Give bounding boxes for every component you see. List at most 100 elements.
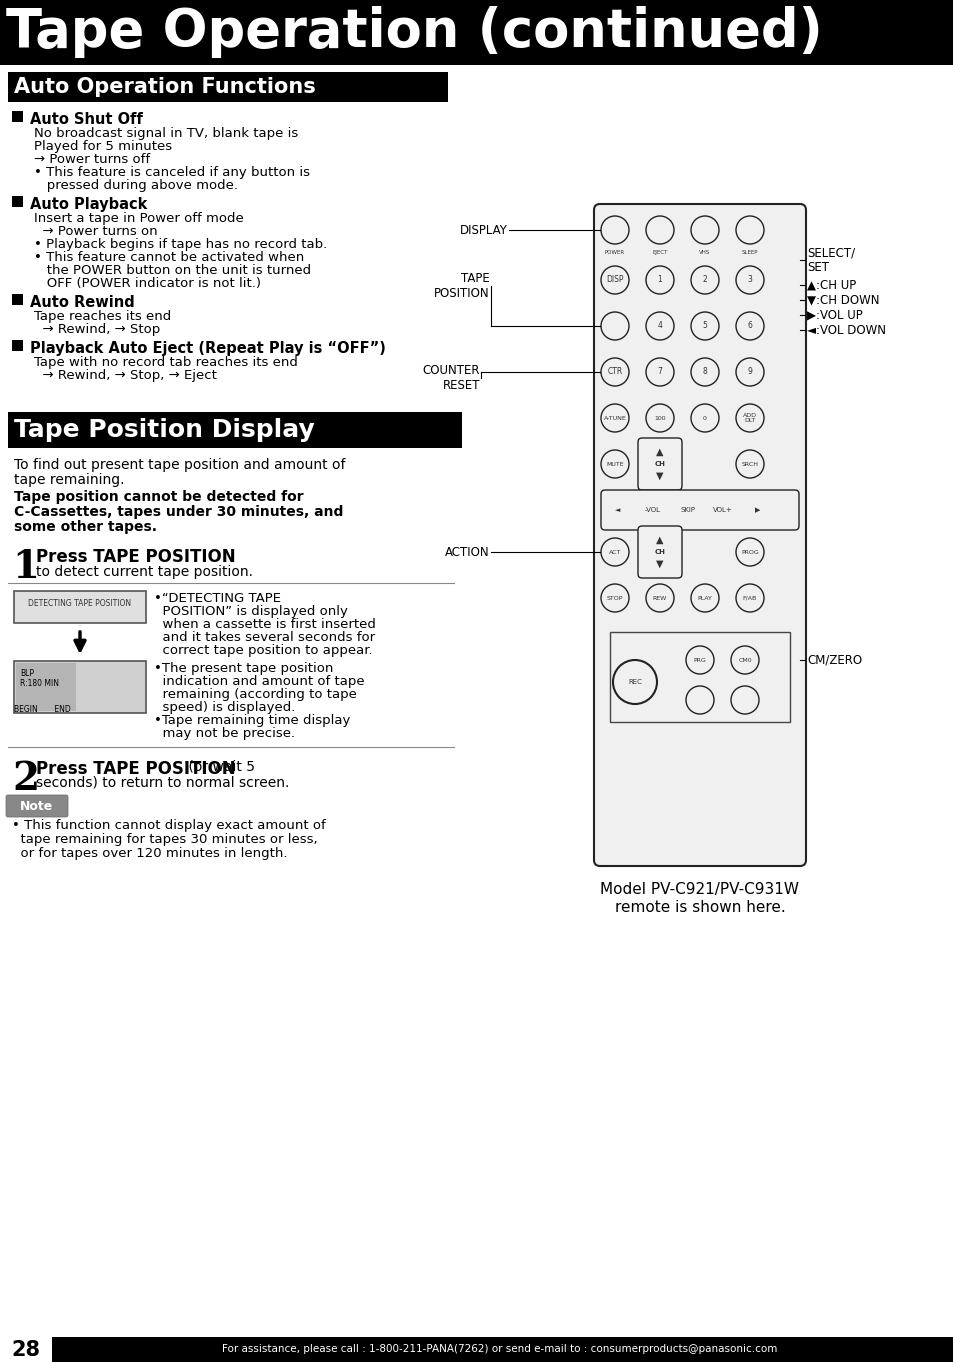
Text: OFF (POWER indicator is not lit.): OFF (POWER indicator is not lit.) [34,276,261,290]
Text: ACTION: ACTION [445,546,490,558]
Text: SRCH: SRCH [740,462,758,467]
Text: DETECTING TAPE POSITION: DETECTING TAPE POSITION [29,599,132,607]
Text: 2: 2 [12,760,39,798]
Text: COUNTER
RESET: COUNTER RESET [422,364,479,392]
Text: to detect current tape position.: to detect current tape position. [36,565,253,579]
Text: speed) is displayed.: speed) is displayed. [153,701,295,714]
Text: ▲: ▲ [656,447,663,458]
Text: Tape reaches its end: Tape reaches its end [34,311,172,323]
Text: some other tapes.: some other tapes. [14,520,157,534]
Text: EJECT: EJECT [652,251,667,255]
Circle shape [735,358,763,385]
Text: • Playback begins if tape has no record tab.: • Playback begins if tape has no record … [34,238,327,251]
Text: R:180 MIN: R:180 MIN [20,680,59,688]
Circle shape [735,312,763,340]
Text: CTR: CTR [607,368,622,376]
Text: • This feature is canceled if any button is: • This feature is canceled if any button… [34,166,310,178]
Text: 100: 100 [654,415,665,421]
Text: •The present tape position: •The present tape position [153,662,333,676]
Text: ▶: ▶ [755,507,760,513]
Text: Auto Operation Functions: Auto Operation Functions [14,78,315,97]
Text: No broadcast signal in TV, blank tape is: No broadcast signal in TV, blank tape is [34,127,298,140]
Text: SLEEP: SLEEP [741,251,758,255]
Text: Played for 5 minutes: Played for 5 minutes [34,140,172,153]
Circle shape [645,217,673,244]
FancyBboxPatch shape [600,490,799,530]
Circle shape [735,266,763,294]
Text: → Rewind, → Stop, → Eject: → Rewind, → Stop, → Eject [34,369,216,381]
Bar [14,591,146,622]
Text: VHS: VHS [699,251,710,255]
Bar [14,661,146,712]
Text: indication and amount of tape: indication and amount of tape [153,676,364,688]
Text: → Power turns on: → Power turns on [34,225,157,238]
Bar [12,340,23,351]
Text: •“DETECTING TAPE: •“DETECTING TAPE [153,592,281,605]
Text: A-TUNE: A-TUNE [603,415,626,421]
Text: Auto Shut Off: Auto Shut Off [30,112,143,127]
Bar [8,72,448,102]
Text: ▲:CH UP: ▲:CH UP [806,278,856,291]
Text: F/AB: F/AB [742,595,757,601]
Text: Tape position cannot be detected for: Tape position cannot be detected for [14,490,303,504]
Circle shape [685,646,713,674]
Bar [8,411,461,448]
Text: CM0: CM0 [738,658,751,662]
Circle shape [645,405,673,432]
Text: correct tape position to appear.: correct tape position to appear. [153,644,373,656]
Text: tape remaining.: tape remaining. [14,473,125,488]
Text: POSITION” is displayed only: POSITION” is displayed only [153,605,348,618]
Text: Press TAPE POSITION: Press TAPE POSITION [36,760,235,778]
Circle shape [690,266,719,294]
Circle shape [690,405,719,432]
Text: Model PV-C921/PV-C931W: Model PV-C921/PV-C931W [599,883,799,898]
Text: ▶:VOL UP: ▶:VOL UP [806,309,862,321]
Bar [12,294,23,305]
Circle shape [735,405,763,432]
Text: To find out present tape position and amount of: To find out present tape position and am… [14,458,345,473]
Text: ▲: ▲ [656,535,663,545]
Text: and it takes several seconds for: and it takes several seconds for [153,631,375,644]
Bar [12,196,23,207]
Circle shape [600,217,628,244]
Circle shape [730,686,759,714]
Text: 1: 1 [12,548,39,586]
Text: ACT: ACT [608,549,620,554]
Text: 1: 1 [657,275,661,285]
Text: • This function cannot display exact amount of: • This function cannot display exact amo… [12,819,325,832]
Text: •Tape remaining time display: •Tape remaining time display [153,714,350,727]
Text: DISP: DISP [605,275,623,285]
FancyBboxPatch shape [594,204,805,866]
Text: CM/ZERO: CM/ZERO [806,654,862,666]
Text: 28: 28 [11,1339,40,1359]
Circle shape [685,686,713,714]
Circle shape [735,217,763,244]
Text: Tape Operation (continued): Tape Operation (continued) [6,7,821,59]
Text: Tape Position Display: Tape Position Display [14,418,314,443]
Text: 8: 8 [702,368,706,376]
Circle shape [600,266,628,294]
Text: 0: 0 [702,415,706,421]
Text: SKIP: SKIP [679,507,695,513]
Circle shape [690,217,719,244]
Circle shape [645,584,673,612]
Text: 5: 5 [701,321,707,331]
Text: ▼: ▼ [656,558,663,569]
Bar [16,663,76,711]
Text: STOP: STOP [606,595,622,601]
Bar [0,0,953,65]
Text: 2: 2 [702,275,706,285]
Text: REC: REC [627,680,641,685]
Text: remaining (according to tape: remaining (according to tape [153,688,356,701]
Text: Note: Note [20,799,53,813]
Circle shape [600,358,628,385]
Text: 6: 6 [747,321,752,331]
Text: ADD
DLT: ADD DLT [742,413,757,424]
Text: may not be precise.: may not be precise. [153,727,294,740]
FancyBboxPatch shape [638,526,681,577]
Text: BLP: BLP [20,669,34,678]
Text: the POWER button on the unit is turned: the POWER button on the unit is turned [34,264,311,276]
FancyBboxPatch shape [638,439,681,490]
Text: Insert a tape in Power off mode: Insert a tape in Power off mode [34,212,244,225]
Text: ◄: ◄ [615,507,620,513]
